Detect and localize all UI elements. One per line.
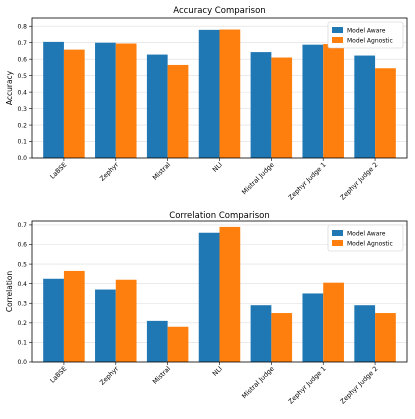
chart-panel-1: Accuracy Comparison Accuracy 0.0 0.1 0.2 0.3 0… xyxy=(5,6,408,202)
bar-nli-aware xyxy=(198,29,220,158)
bar-zephyr-agnostic xyxy=(115,43,137,158)
y-tick-label: 0.5 xyxy=(17,261,27,268)
legend-label: Model Aware xyxy=(347,231,386,238)
x-tick-label: Mistral Judge xyxy=(240,365,275,400)
legend-swatch xyxy=(332,240,343,246)
y-tick-label: 0.5 xyxy=(17,73,27,80)
x-tick-label: NLI xyxy=(211,161,224,174)
y-tick-label: 0.3 xyxy=(17,300,27,307)
plot-frame xyxy=(31,220,408,363)
legend-label: Model Agnostic xyxy=(347,241,393,248)
bar-zephyr-judge-1-aware xyxy=(302,293,324,362)
y-tick-label: 0.7 xyxy=(17,222,27,229)
x-tick-label: Zephyr Judge 1 xyxy=(287,365,328,406)
bar-zephyr-agnostic xyxy=(115,279,137,362)
y-tick-label: 0.6 xyxy=(17,56,27,63)
bar-labse-agnostic xyxy=(63,270,85,362)
y-tick-label: 0.4 xyxy=(17,89,27,96)
y-tick-label: 0.7 xyxy=(17,40,27,47)
legend-label: Model Aware xyxy=(347,28,386,35)
bar-mistral-aware xyxy=(146,320,168,362)
legend-swatch xyxy=(332,230,343,236)
x-tick-label: Mistral xyxy=(151,161,172,182)
chart-title: Accuracy Comparison xyxy=(173,6,265,16)
x-tick-label: Mistral xyxy=(151,365,172,386)
bar-zephyr-judge-1-agnostic xyxy=(323,282,344,362)
x-tick-label: Zephyr Judge 2 xyxy=(339,365,380,406)
bar-mistral-agnostic xyxy=(167,64,189,158)
legend-box xyxy=(327,21,404,49)
y-tick-label: 0.1 xyxy=(17,340,27,347)
bar-zephyr-aware xyxy=(95,289,116,362)
x-tick-label: Zephyr xyxy=(98,161,120,183)
legend: Model Aware Model Agnostic xyxy=(327,21,404,49)
x-tick-label: NLI xyxy=(211,365,224,378)
bar-mistral-judge-agnostic xyxy=(271,313,293,362)
legend-swatch xyxy=(332,27,343,33)
legend-swatch xyxy=(332,37,343,43)
x-tick-label: LaBSE xyxy=(48,161,68,181)
bar-mistral-agnostic xyxy=(167,326,189,362)
chart-panel-2: Correlation Comparison Correlation 0.0 0.1 0… xyxy=(5,211,408,406)
y-tick-label: 0.2 xyxy=(17,320,27,327)
bar-mistral-judge-aware xyxy=(250,52,272,158)
legend: Model Aware Model Agnostic xyxy=(327,224,404,252)
y-tick-label: 0.2 xyxy=(17,122,27,129)
y-tick-label: 0.4 xyxy=(17,281,27,288)
chart-title: Correlation Comparison xyxy=(169,211,269,221)
y-tick-label: 0.8 xyxy=(17,23,27,30)
bar-zephyr-judge-1-aware xyxy=(302,44,324,158)
bar-labse-aware xyxy=(43,278,64,362)
bar-zephyr-judge-1-agnostic xyxy=(323,44,344,158)
legend-label: Model Agnostic xyxy=(347,38,393,45)
bar-zephyr-judge-2-aware xyxy=(354,305,376,362)
bar-nli-agnostic xyxy=(219,29,241,158)
bar-nli-aware xyxy=(198,232,220,362)
bar-zephyr-judge-2-agnostic xyxy=(375,68,396,158)
x-tick-label: Zephyr Judge 2 xyxy=(339,161,380,202)
bar-zephyr-aware xyxy=(95,42,116,158)
bar-labse-agnostic xyxy=(63,49,85,158)
bar-nli-agnostic xyxy=(219,226,241,362)
legend-box xyxy=(327,224,404,252)
bar-mistral-judge-agnostic xyxy=(271,57,293,158)
y-tick-label: 0.0 xyxy=(17,359,27,366)
y-tick-label: 0.0 xyxy=(17,155,27,162)
y-tick-label: 0.1 xyxy=(17,139,27,146)
bar-labse-aware xyxy=(43,41,64,158)
x-tick-label: LaBSE xyxy=(48,365,68,385)
x-tick-label: Zephyr Judge 1 xyxy=(287,161,328,202)
x-tick-label: Mistral Judge xyxy=(240,161,275,196)
bar-zephyr-judge-2-aware xyxy=(354,55,376,158)
x-tick-label: Zephyr xyxy=(98,365,120,387)
y-tick-label: 0.3 xyxy=(17,106,27,113)
y-tick-label: 0.6 xyxy=(17,242,27,249)
y-axis-label: Correlation xyxy=(5,271,14,313)
bar-mistral-aware xyxy=(146,54,168,158)
y-axis-label: Accuracy xyxy=(5,70,14,105)
plot-frame xyxy=(31,17,408,159)
bar-zephyr-judge-2-agnostic xyxy=(375,313,396,362)
bar-mistral-judge-aware xyxy=(250,305,272,362)
